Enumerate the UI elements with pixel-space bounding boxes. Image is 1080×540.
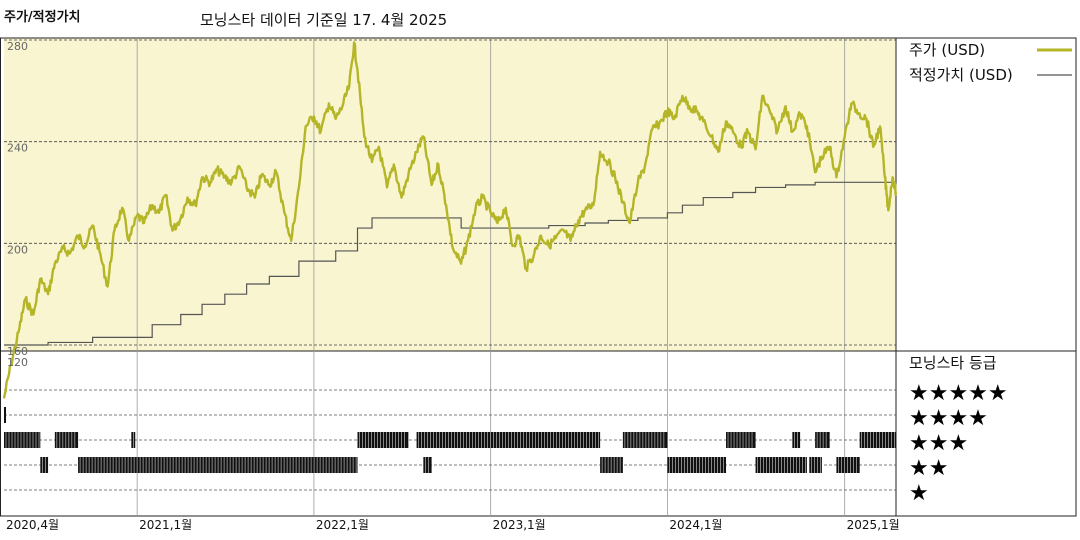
rating-band-2-star [809, 457, 822, 473]
rating-legend-title: 모닝스타 등급 [909, 354, 997, 372]
y-tick-label: 280 [7, 40, 28, 53]
x-tick-label: 2024,1월 [669, 518, 722, 532]
rating-legend-stars-3: ★★★ [909, 431, 968, 456]
rating-band-3-star [131, 432, 136, 448]
rating-legend-stars-2: ★★ [909, 456, 948, 481]
chart-frame [0, 37, 1077, 517]
x-tick-label: 2021,1월 [139, 518, 192, 532]
legend-fair-value-label: 적정가치 (USD) [909, 66, 1013, 84]
rating-band-fill [423, 457, 432, 473]
rating-legend-stars-4: ★★★★ [909, 406, 988, 431]
rating-band-3-star [54, 432, 79, 448]
rating-y-tick-label: 120 [7, 356, 28, 369]
price-line [2, 41, 898, 399]
rating-band-3-star [859, 432, 896, 448]
rating-band-2-star [40, 457, 49, 473]
data-date-label: 모닝스타 데이터 기준일 17. 4월 2025 [200, 11, 448, 29]
x-tick-label: 2023,1월 [493, 518, 546, 532]
x-tick-label: 2022,1월 [316, 518, 369, 532]
legend-price-label: 주가 (USD) [909, 41, 985, 59]
rating-band-fill [726, 432, 756, 448]
rating-band-fill [4, 407, 6, 423]
rating-legend-stars-5: ★★★★★ [909, 381, 1008, 406]
x-tick-label: 2025,1월 [847, 518, 900, 532]
y-tick-label: 160 [7, 345, 28, 358]
y-tick-label: 200 [7, 243, 28, 256]
rating-band-fill [54, 432, 79, 448]
rating-band-2-star [667, 457, 727, 473]
rating-band-2-star [423, 457, 432, 473]
y-tick-label: 240 [7, 142, 28, 155]
rating-band-fill [836, 457, 860, 473]
rating-band-3-star [4, 432, 41, 448]
rating-band-fill [755, 457, 807, 473]
chart-title: 주가/적정가치 [4, 10, 81, 25]
rating-band-fill [357, 432, 409, 448]
rating-band-fill [4, 432, 41, 448]
rating-band-2-star [78, 457, 358, 473]
price-panel-background [4, 38, 896, 351]
rating-band-2-star [836, 457, 860, 473]
rating-band-3-star [622, 432, 668, 448]
rating-band-4-star [4, 407, 6, 423]
rating-band-3-star [792, 432, 801, 448]
rating-band-fill [792, 432, 801, 448]
fair-value-line [4, 181, 896, 346]
rating-band-fill [859, 432, 896, 448]
rating-band-fill [600, 457, 623, 473]
rating-band-3-star [726, 432, 756, 448]
rating-legend-stars-1: ★ [909, 481, 929, 506]
rating-band-3-star [357, 432, 409, 448]
rating-band-3-star [416, 432, 601, 448]
rating-band-fill [40, 457, 49, 473]
x-tick-label: 2020,4월 [6, 518, 59, 532]
rating-band-fill [809, 457, 822, 473]
rating-band-3-star [815, 432, 830, 448]
rating-band-2-star [600, 457, 623, 473]
rating-band-2-star [755, 457, 807, 473]
